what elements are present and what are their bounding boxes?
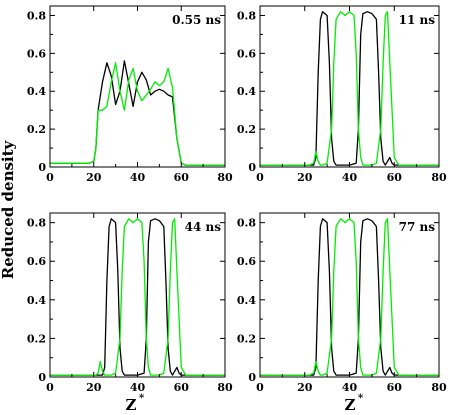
panel-2-series-2	[260, 11, 439, 166]
panel-4-y-tick-label-4: 0.8	[237, 217, 256, 230]
panel-2-y-tick-label-2: 0.4	[237, 85, 256, 98]
panel-2-x-tick-label-4: 80	[431, 171, 447, 184]
panel-4-series-2	[260, 218, 439, 376]
panel-3-series-2	[50, 218, 225, 376]
panel-2-y-tick-label-1: 0.2	[237, 123, 256, 136]
panel-2-y-tick-label-0: 0	[248, 161, 256, 174]
panel-3-y-tick-label-4: 0.8	[27, 217, 46, 230]
panel-4-label: 77 ns	[399, 220, 436, 234]
panel-1-x-tick-label-1: 20	[86, 171, 102, 184]
x-axis-title-right-base: Z	[345, 396, 356, 414]
panel-4-y-tick-label-1: 0.2	[237, 332, 256, 345]
panel-3-x-tick-label-2: 40	[130, 381, 146, 394]
panel-4-x-tick-label-0: 0	[256, 381, 264, 394]
panel-4-frame	[259, 212, 440, 378]
panel-3: 0 20 40 60 80 0 0.2 0.4 0.6 0.8 44 ns	[27, 212, 233, 394]
panel-1-x-tick-label-2: 40	[130, 171, 146, 184]
panel-1-y-tick-label-3: 0.6	[27, 47, 46, 60]
panel-1-x-tick-label-0: 0	[46, 171, 54, 184]
panel-1-y-tick-label-4: 0.8	[27, 9, 46, 22]
panel-1-y-tick-label-2: 0.4	[27, 85, 46, 98]
panel-2-x-tick-label-1: 20	[297, 171, 313, 184]
panel-1-series-1	[50, 60, 225, 166]
panel-4-y-tick-label-2: 0.4	[237, 294, 256, 307]
panel-1: 0 20 40 60 80 0 0.2 0.4 0.6 0.8 0.55 ns	[27, 5, 233, 184]
panel-1-y-tick-label-1: 0.2	[27, 123, 46, 136]
panel-3-series-1	[50, 218, 225, 376]
panel-4: 0 20 40 60 80 0 0.2 0.4 0.6 0.8 77 ns	[237, 212, 447, 394]
panel-2-x-tick-label-3: 60	[387, 171, 403, 184]
panel-3-x-tick-label-0: 0	[46, 381, 54, 394]
x-axis-title-left-sup: *	[139, 393, 145, 404]
panel-4-y-tick-label-0: 0	[248, 371, 256, 384]
panel-3-y-tick-label-0: 0	[38, 371, 46, 384]
panel-4-x-tick-label-1: 20	[297, 381, 313, 394]
x-axis-title-left: Z *	[126, 393, 145, 414]
panel-4-x-tick-label-2: 40	[342, 381, 358, 394]
panel-1-label: 0.55 ns	[172, 13, 221, 27]
panel-2-y-tick-label-4: 0.8	[237, 9, 256, 22]
panel-1-x-tick-label-3: 60	[174, 171, 190, 184]
panel-2: 0 20 40 60 80 0 0.2 0.4 0.6 0.8 11 ns	[237, 5, 447, 184]
panel-2-series-1	[260, 11, 439, 166]
panel-1-series-2	[50, 62, 225, 166]
panel-3-x-tick-label-1: 20	[86, 381, 102, 394]
y-axis-title: Reduced density	[0, 139, 17, 279]
panel-2-frame	[259, 5, 440, 168]
x-axis-title-left-base: Z	[126, 396, 137, 414]
panel-4-x-tick-label-3: 60	[387, 381, 403, 394]
panel-3-y-tick-label-2: 0.4	[27, 294, 46, 307]
panel-3-label: 44 ns	[185, 220, 222, 234]
x-axis-title-right-sup: *	[358, 393, 364, 404]
panel-2-y-tick-label-3: 0.6	[237, 47, 256, 60]
panel-3-y-tick-label-3: 0.6	[27, 255, 46, 268]
panel-3-x-tick-label-3: 60	[174, 381, 190, 394]
panel-4-x-tick-label-4: 80	[431, 381, 447, 394]
panel-3-y-tick-label-1: 0.2	[27, 332, 46, 345]
panel-2-x-tick-label-0: 0	[256, 171, 264, 184]
x-axis-title-right: Z *	[345, 393, 364, 414]
panel-4-y-tick-label-3: 0.6	[237, 255, 256, 268]
panel-2-x-tick-label-2: 40	[342, 171, 358, 184]
panel-3-frame	[49, 212, 226, 378]
panel-1-x-tick-label-4: 80	[217, 171, 233, 184]
panel-2-label: 11 ns	[399, 13, 436, 27]
panel-1-frame	[49, 5, 226, 168]
panel-1-y-tick-label-0: 0	[38, 161, 46, 174]
panel-3-x-tick-label-4: 80	[217, 381, 233, 394]
panel-4-series-1	[260, 218, 439, 376]
